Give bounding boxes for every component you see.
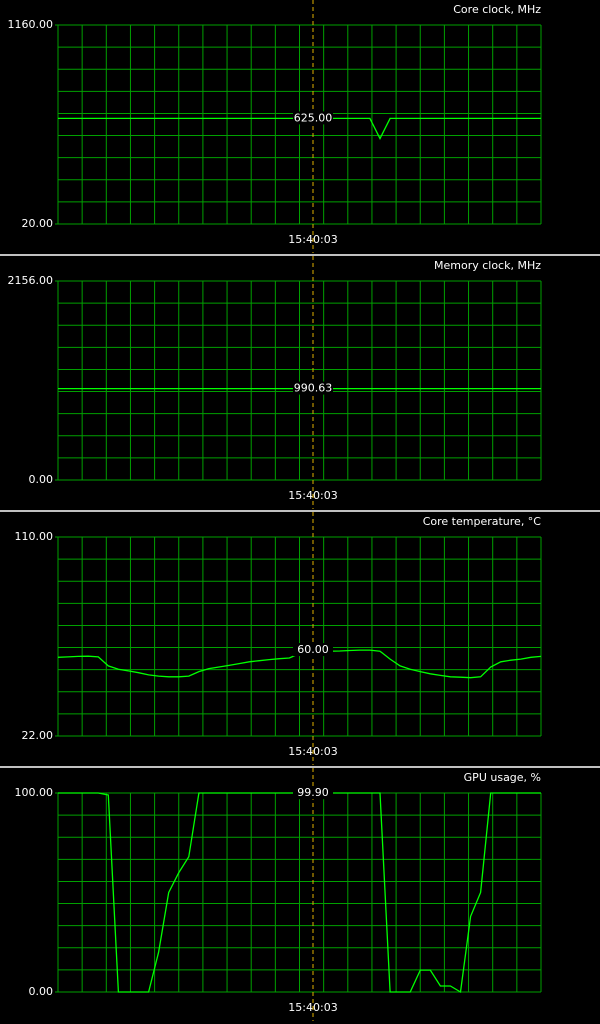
panel-title: GPU usage, % bbox=[464, 771, 541, 784]
cursor-time: 15:40:03 bbox=[288, 489, 337, 502]
cursor-value: 625.00 bbox=[294, 111, 333, 124]
cursor-time: 15:40:03 bbox=[288, 745, 337, 758]
cursor-value: 99.90 bbox=[297, 786, 329, 799]
panel-title: Memory clock, MHz bbox=[434, 259, 541, 272]
y-tick-label: 100.00 bbox=[15, 786, 54, 799]
y-tick-label: 0.00 bbox=[29, 473, 54, 486]
cursor-time: 15:40:03 bbox=[288, 1001, 337, 1014]
cursor-value-bg bbox=[293, 381, 333, 395]
cursor-value-bg bbox=[293, 111, 333, 125]
cursor-time: 15:40:03 bbox=[288, 233, 337, 246]
panel-title: Core temperature, °C bbox=[423, 515, 542, 528]
cursor-value-bg bbox=[293, 643, 333, 657]
panel-title: Core clock, MHz bbox=[453, 3, 541, 16]
cursor-value: 990.63 bbox=[294, 382, 333, 395]
y-tick-label: 20.00 bbox=[22, 217, 54, 230]
cursor-value-bg bbox=[293, 786, 333, 800]
y-tick-label: 2156.00 bbox=[8, 274, 54, 287]
y-tick-label: 110.00 bbox=[15, 530, 54, 543]
y-tick-label: 0.00 bbox=[29, 985, 54, 998]
y-tick-label: 1160.00 bbox=[8, 18, 54, 31]
cursor-value: 60.00 bbox=[297, 643, 329, 656]
y-tick-label: 22.00 bbox=[22, 729, 54, 742]
